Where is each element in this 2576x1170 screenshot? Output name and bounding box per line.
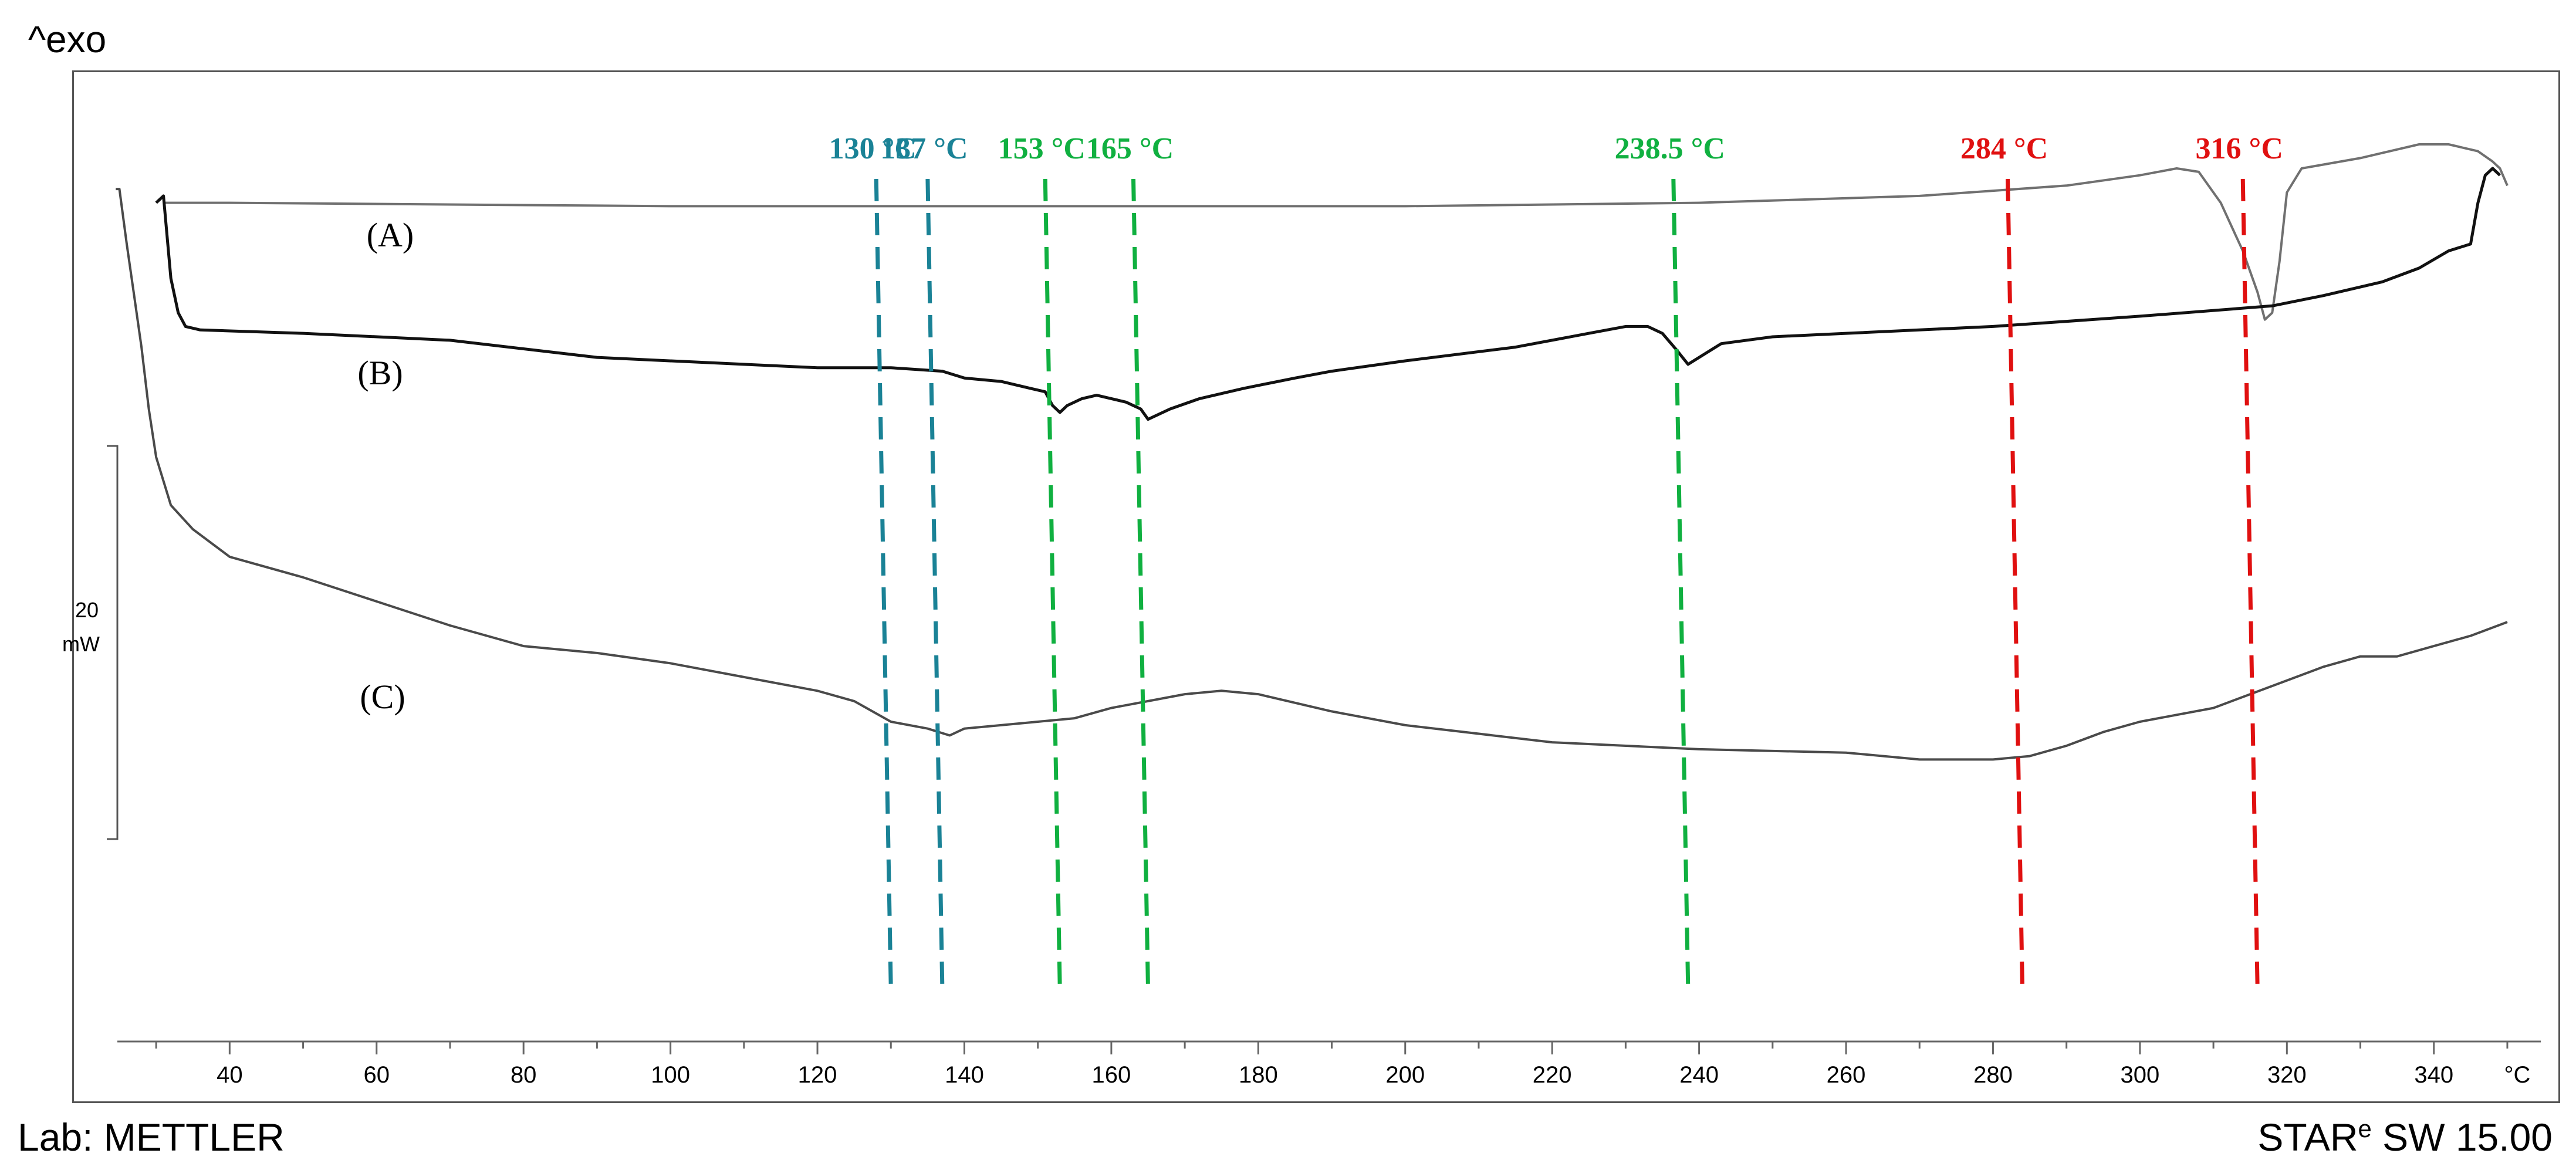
curve-label: (A) bbox=[367, 216, 414, 254]
x-tick-label: 120 bbox=[798, 1062, 837, 1088]
curve-b bbox=[155, 167, 2501, 421]
x-tick-label: 340 bbox=[2414, 1062, 2453, 1088]
x-tick-label: 300 bbox=[2121, 1062, 2160, 1088]
marker-label: 238.5 °C bbox=[1615, 132, 1725, 165]
x-tick-label: 40 bbox=[217, 1062, 243, 1088]
x-tick-label: 100 bbox=[651, 1062, 690, 1088]
x-tick-label: 220 bbox=[1533, 1062, 1572, 1088]
x-tick-label: 240 bbox=[1679, 1062, 1719, 1088]
software-label: STARe SW 15.00 bbox=[2257, 1115, 2553, 1159]
scale-bar-value: 20 bbox=[75, 598, 99, 622]
marker-line bbox=[874, 178, 893, 989]
marker-line bbox=[1671, 178, 1691, 989]
marker-line bbox=[1043, 178, 1062, 989]
x-tick-label: 80 bbox=[511, 1062, 537, 1088]
marker-label: 316 °C bbox=[2196, 132, 2283, 165]
x-tick-label: 140 bbox=[945, 1062, 984, 1088]
software-version: SW 15.00 bbox=[2371, 1115, 2553, 1159]
marker-line bbox=[2006, 178, 2025, 989]
plot-frame bbox=[72, 70, 2560, 1103]
x-tick-label: 160 bbox=[1092, 1062, 1131, 1088]
software-sup: e bbox=[2358, 1115, 2372, 1142]
software-name: STAR bbox=[2257, 1115, 2358, 1159]
x-tick-label: 280 bbox=[1973, 1062, 2013, 1088]
x-tick-label: 180 bbox=[1239, 1062, 1278, 1088]
marker-label: 284 °C bbox=[1960, 132, 2048, 165]
x-axis-unit: °C bbox=[2504, 1062, 2531, 1088]
marker-label: 130 °C bbox=[829, 132, 917, 165]
curve-label: (C) bbox=[360, 678, 405, 716]
marker-label: 165 °C bbox=[1086, 132, 1174, 165]
curve-a bbox=[163, 143, 2509, 321]
scale-bar-unit: mW bbox=[62, 632, 100, 656]
x-tick-label: 320 bbox=[2267, 1062, 2307, 1088]
marker-line bbox=[2240, 178, 2260, 989]
curve-c bbox=[116, 188, 2508, 761]
exo-direction-label: ^exo bbox=[28, 18, 107, 60]
x-tick-label: 60 bbox=[364, 1062, 390, 1088]
marker-label: 137 °C bbox=[880, 132, 968, 165]
lab-label: Lab: METTLER bbox=[18, 1115, 285, 1159]
curve-label: (B) bbox=[357, 354, 403, 392]
scale-bar bbox=[107, 445, 119, 840]
x-tick-label: 200 bbox=[1385, 1062, 1425, 1088]
marker-line bbox=[925, 178, 945, 989]
x-tick-label: 260 bbox=[1827, 1062, 1866, 1088]
marker-line bbox=[1131, 178, 1151, 989]
marker-label: 153 °C bbox=[998, 132, 1086, 165]
